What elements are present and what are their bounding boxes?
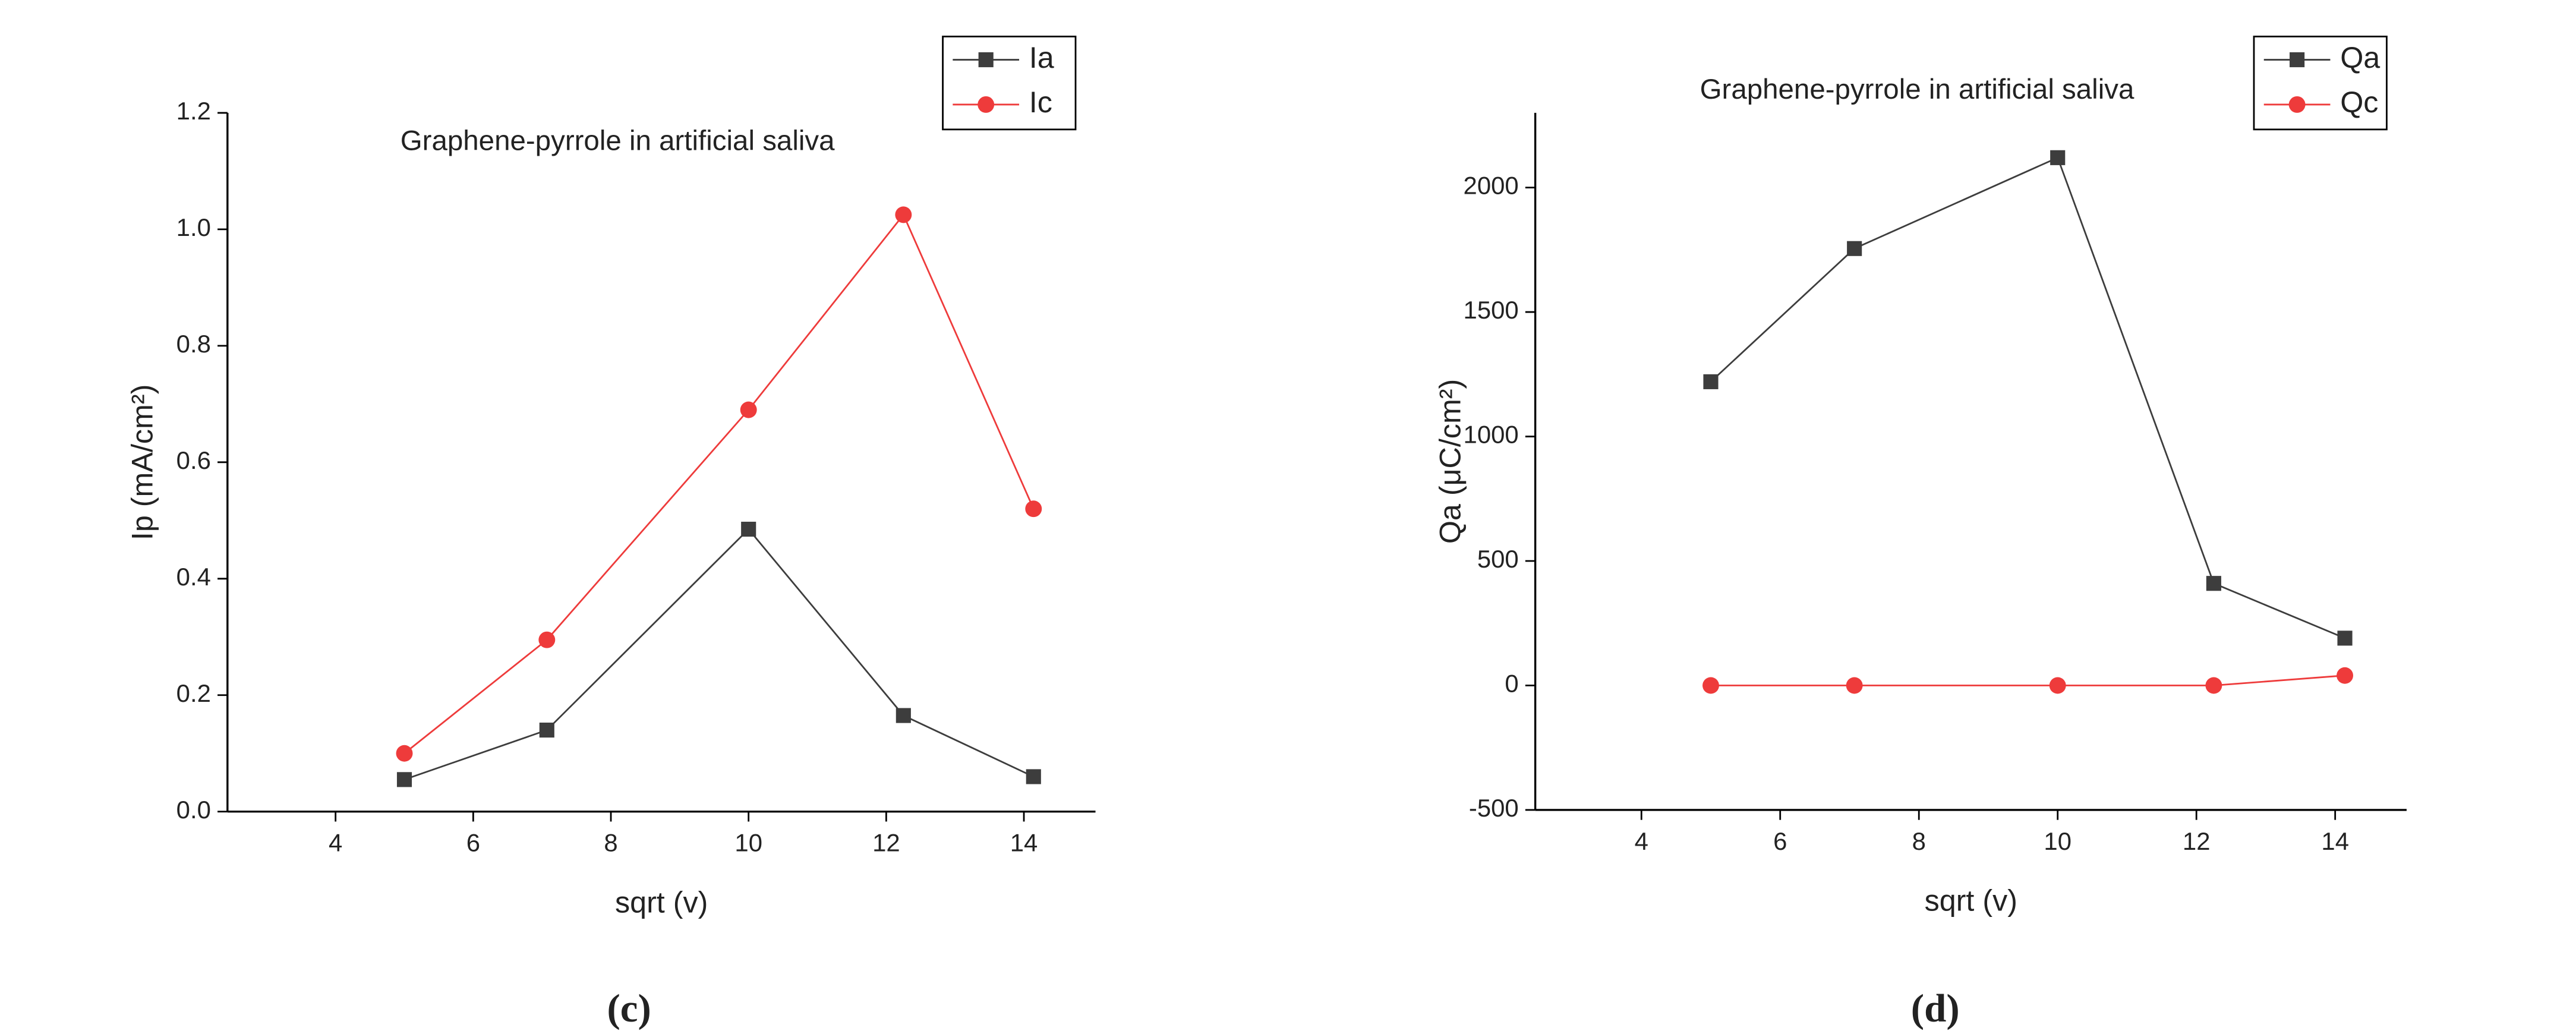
y-tick-label: 0.0: [176, 796, 211, 824]
marker: [896, 708, 911, 723]
legend-label: Ia: [1029, 40, 1054, 74]
marker: [1846, 677, 1863, 694]
legend-marker: [978, 52, 994, 68]
legend-marker: [978, 96, 995, 113]
marker: [1847, 241, 1862, 256]
series-line: [403, 213, 1035, 754]
marker: [895, 206, 912, 223]
marker: [396, 772, 412, 787]
x-tick-label: 10: [734, 829, 762, 857]
legend-label: Qc: [2340, 85, 2378, 119]
y-tick-label: 500: [1477, 545, 1519, 573]
x-tick-label: 8: [1912, 827, 1926, 855]
x-tick-label: 10: [2044, 827, 2071, 855]
marker: [2050, 150, 2066, 165]
x-axis-label: sqrt (v): [1925, 884, 2017, 918]
marker: [2205, 677, 2222, 694]
y-tick-label: 0.4: [176, 563, 211, 591]
y-axis-label: Ip (mA/cm²): [125, 384, 159, 540]
legend-marker: [2290, 52, 2305, 68]
y-tick-label: 0.8: [176, 330, 211, 358]
legend-marker: [2288, 96, 2306, 113]
y-tick-label: -500: [1469, 794, 1519, 822]
series-line: [1710, 156, 2345, 639]
panel-label: (d): [1911, 986, 1960, 1030]
marker: [1025, 500, 1042, 518]
legend-label: Ic: [1029, 85, 1052, 119]
y-tick-label: 1000: [1464, 421, 1519, 449]
marker: [396, 745, 413, 762]
x-tick-label: 4: [1635, 827, 1648, 855]
x-tick-label: 14: [2321, 827, 2349, 855]
panel-label: (c): [607, 986, 651, 1030]
marker: [1703, 374, 1719, 389]
series-line: [404, 528, 1034, 781]
marker: [539, 722, 554, 738]
y-tick-label: 2000: [1464, 172, 1519, 200]
marker: [1026, 769, 1041, 784]
marker: [2206, 576, 2221, 591]
marker: [538, 631, 556, 648]
x-tick-label: 8: [604, 829, 617, 857]
marker: [2337, 667, 2354, 684]
chart-title: Graphene-pyrrole in artificial saliva: [401, 125, 835, 157]
marker: [2049, 677, 2066, 694]
legend-label: Qa: [2340, 40, 2380, 74]
y-tick-label: 1.0: [176, 213, 211, 241]
legend-box: [2253, 36, 2388, 131]
y-tick-label: 1.2: [176, 97, 211, 125]
marker: [741, 521, 756, 537]
x-tick-label: 12: [872, 829, 900, 857]
series-line: [1711, 674, 2345, 686]
x-axis-label: sqrt (v): [615, 885, 708, 919]
marker: [740, 401, 757, 418]
x-tick-label: 6: [466, 829, 480, 857]
y-tick-label: 0: [1505, 670, 1518, 698]
x-tick-label: 4: [329, 829, 342, 857]
y-axis-label: Qa (μC/cm²): [1433, 379, 1467, 544]
marker: [2337, 631, 2353, 646]
y-tick-label: 0.2: [176, 679, 211, 707]
x-tick-label: 12: [2183, 827, 2211, 855]
y-tick-label: 0.6: [176, 446, 211, 474]
legend-box: [942, 36, 1077, 131]
chart-title: Graphene-pyrrole in artificial saliva: [1700, 74, 2134, 105]
x-tick-label: 14: [1010, 829, 1038, 857]
marker: [1702, 677, 1719, 694]
x-tick-label: 6: [1773, 827, 1787, 855]
y-tick-label: 1500: [1464, 296, 1519, 324]
